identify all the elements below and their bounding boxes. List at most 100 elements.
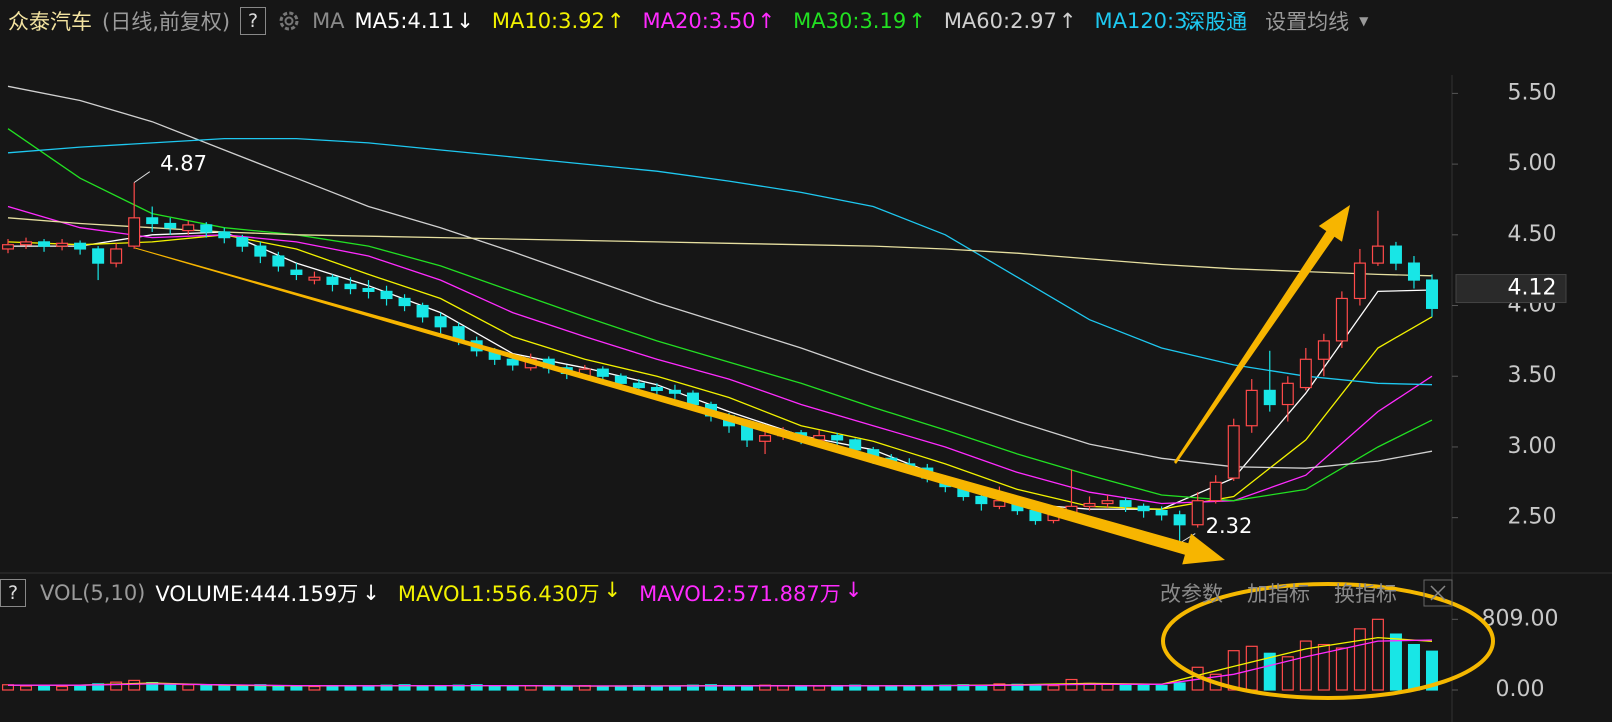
candle-body — [110, 248, 123, 264]
candle-body — [128, 217, 141, 247]
volume-bar — [20, 685, 33, 691]
volume-bar — [1407, 643, 1420, 691]
volume-bar — [308, 685, 321, 691]
y-tick-label: 5.50 — [1508, 80, 1557, 105]
volume-bar — [434, 685, 447, 691]
period: (日线,前复权) — [102, 10, 231, 34]
candle-body — [849, 439, 862, 451]
candle-body — [182, 224, 195, 232]
candle-body — [1, 244, 15, 250]
gear-icon[interactable] — [276, 8, 302, 34]
volume-bar — [1263, 652, 1276, 691]
candle-body — [398, 297, 411, 307]
volume-bar — [344, 685, 357, 691]
volume-bar — [56, 685, 69, 691]
annotation-label: 4.87 — [160, 151, 207, 175]
candle-body — [308, 276, 321, 281]
y-tick-label: 2.50 — [1508, 505, 1557, 530]
volume-bar — [1353, 628, 1366, 691]
vol-help-button[interactable]: ? — [0, 579, 26, 607]
ma-legend-arrow: ↑ — [606, 9, 625, 33]
volume-bar — [110, 681, 123, 691]
candle-body — [326, 276, 339, 285]
candle-body — [146, 217, 159, 225]
candle-body — [632, 382, 645, 389]
volume-bar — [668, 685, 681, 691]
candle-body — [993, 500, 1006, 507]
volume-bar — [704, 684, 717, 691]
volume-bar — [182, 684, 195, 691]
volume-bar — [128, 679, 141, 691]
candle-body — [831, 435, 844, 441]
ma-line — [7, 128, 1433, 502]
vol-title: VOL(5,10) — [40, 581, 146, 605]
close-icon[interactable] — [1430, 585, 1446, 601]
volume-bar — [1245, 645, 1258, 691]
volume-bar — [74, 684, 87, 691]
ma-settings[interactable]: 设置均线 — [1265, 10, 1350, 34]
volume-bar — [470, 684, 483, 691]
ma-legend-label: MA10:3.92 — [491, 9, 605, 33]
ma-legend-label: MA60:2.97 — [943, 9, 1057, 33]
up-trend-arrow — [1174, 205, 1350, 464]
vol-arrow: ↓ — [362, 581, 380, 605]
volume-bar — [1137, 684, 1150, 691]
candle-body — [56, 242, 69, 247]
vol-button[interactable]: 改参数 — [1160, 582, 1223, 606]
help-button[interactable]: ? — [240, 7, 267, 35]
last-price-label: 4.12 — [1508, 276, 1557, 301]
close-box[interactable] — [1423, 579, 1453, 607]
ma-legend-arrow: ↑ — [908, 9, 926, 33]
volume-bar — [650, 685, 663, 691]
ma-legend-arrow: ↑ — [757, 9, 776, 33]
volume-bar — [813, 685, 826, 691]
volume-bar — [1389, 633, 1402, 691]
y-tick-label: 3.00 — [1508, 434, 1557, 459]
volume-bar — [1281, 656, 1294, 691]
candle-body — [1227, 425, 1240, 479]
candle-body — [1353, 262, 1366, 300]
ma-line — [7, 85, 1433, 469]
volume-bar — [885, 685, 898, 691]
candle-body — [434, 316, 447, 328]
y-tick-label: 4.50 — [1508, 222, 1557, 247]
vol-buttons: 改参数 加指标 换指标 — [1160, 578, 1421, 608]
volume-bar — [993, 683, 1006, 691]
volume-bar — [1173, 682, 1186, 691]
ma-line — [7, 217, 1433, 277]
candle-body — [290, 269, 303, 276]
vol-button[interactable]: 加指标 — [1247, 582, 1310, 606]
highlight-ellipse — [1161, 582, 1495, 700]
candle-body — [759, 435, 772, 442]
volume-bar — [867, 685, 880, 691]
volume-bar — [1155, 685, 1168, 691]
ma-line — [7, 137, 1433, 386]
volume-bar — [921, 685, 934, 691]
dropdown-caret[interactable]: ▼ — [1359, 14, 1369, 28]
volume-bar — [506, 685, 519, 691]
volume-bar — [1047, 685, 1060, 691]
candle-body — [272, 255, 285, 267]
candle-body — [1209, 481, 1222, 502]
vol-label: VOLUME:444.159万 — [155, 582, 359, 606]
vol-button[interactable]: 换指标 — [1334, 582, 1397, 606]
vol-ma-line — [8, 639, 1433, 687]
candle-body — [650, 386, 663, 391]
candle-body — [344, 283, 357, 290]
volume-bar — [38, 685, 51, 691]
volume-bar — [1317, 643, 1330, 691]
candle-body — [200, 224, 213, 233]
candle-body — [668, 389, 681, 394]
ma-label: MA — [312, 9, 345, 33]
volume-bar — [398, 684, 411, 691]
vol-legend: MAVOL1:556.430万 ↓ MAVOL2:571.887万 ↓ — [398, 578, 881, 608]
candle-body — [164, 222, 177, 229]
annotation-label: 2.32 — [1206, 514, 1253, 538]
volume-bar — [200, 684, 213, 691]
candle-body — [1299, 358, 1312, 389]
vol-y-tick-label: 809.00 — [1482, 606, 1559, 631]
volume-bar — [596, 685, 609, 691]
ma-legend: MA5:4.11 ↓ MA10:3.92 ↑ MA20:3.50 ↑ MA30:3.19 ↑ M… — [355, 9, 1195, 33]
volume-bar — [218, 685, 231, 691]
